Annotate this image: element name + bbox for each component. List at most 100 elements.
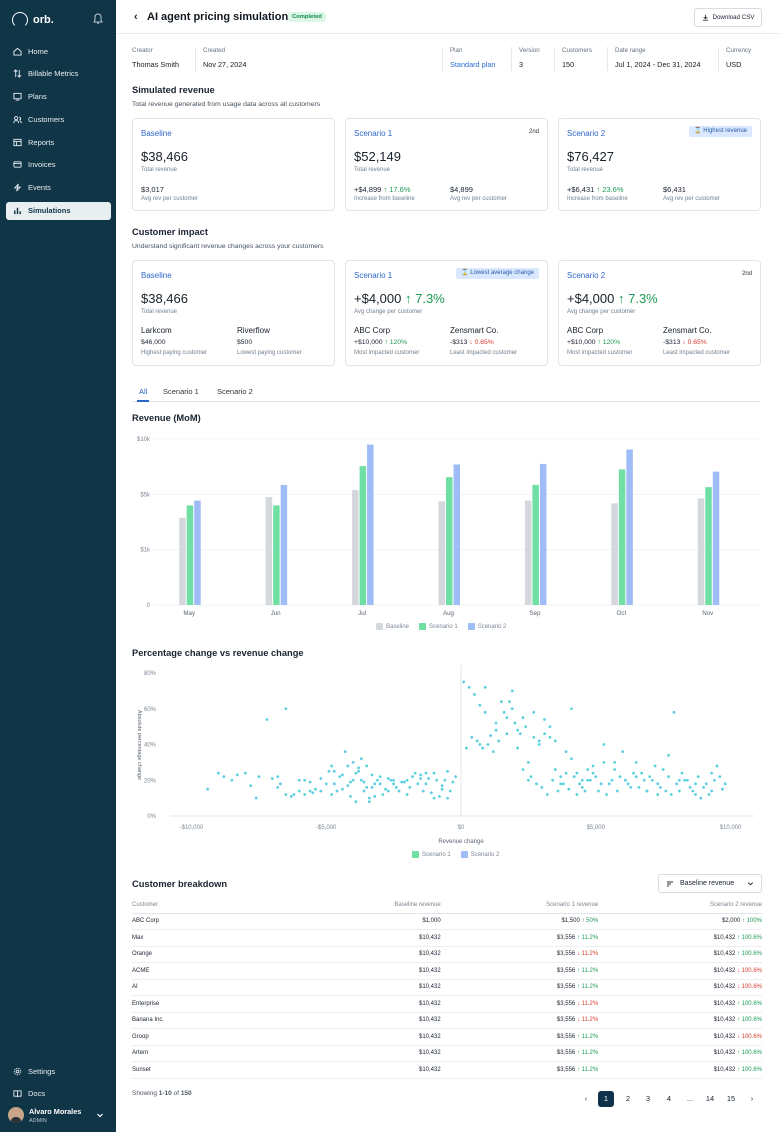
scatter-point[interactable] [553, 768, 557, 771]
scatter-point[interactable] [564, 771, 568, 775]
scatter-point[interactable] [526, 778, 530, 782]
table-row[interactable]: Orange $10,432 $3,556 ↓ 11.2% $10,432 ↑ 100… [132, 946, 762, 963]
scatter-point[interactable] [289, 794, 293, 798]
page-2[interactable]: 2 [625, 1094, 631, 1103]
scatter-point[interactable] [376, 778, 379, 782]
scatter-point[interactable] [354, 771, 358, 775]
column-header[interactable]: Baseline revenue [232, 897, 441, 914]
scatter-point[interactable] [672, 710, 676, 714]
scatter-point[interactable] [206, 787, 210, 791]
scatter-point[interactable] [467, 685, 471, 689]
scatter-point[interactable] [392, 782, 396, 786]
logo[interactable]: orb. [12, 12, 54, 28]
scatter-point[interactable] [570, 707, 573, 711]
scatter-point[interactable] [683, 778, 687, 782]
legend-item[interactable]: Scenario 1 [419, 623, 458, 630]
next-page-icon[interactable]: › [750, 1094, 754, 1103]
scatter-point[interactable] [478, 703, 482, 707]
scatter-point[interactable] [235, 773, 239, 777]
scatter-point[interactable] [343, 750, 347, 754]
scatter-point[interactable] [629, 786, 633, 789]
legend-item[interactable]: Scenario 2 [467, 623, 506, 630]
scatter-point[interactable] [365, 786, 369, 789]
scatter-point[interactable] [319, 777, 323, 780]
scatter-point[interactable] [605, 793, 608, 796]
scatter-point[interactable] [308, 780, 312, 784]
column-header[interactable]: Customer [132, 897, 233, 914]
scatter-point[interactable] [432, 771, 436, 775]
scatter-point[interactable] [575, 771, 579, 775]
scatter-point[interactable] [562, 782, 565, 786]
scatter-point[interactable] [532, 735, 536, 739]
scatter-point[interactable] [297, 778, 301, 782]
bar-scenario-1-oct[interactable] [618, 469, 626, 605]
scatter-point[interactable] [494, 728, 498, 732]
scatter-point[interactable] [637, 786, 641, 789]
scatter-point[interactable] [694, 782, 697, 786]
scatter-point[interactable] [599, 782, 603, 786]
legend-item[interactable]: Baseline [376, 623, 409, 630]
scatter-point[interactable] [613, 768, 617, 771]
scatter-point[interactable] [217, 771, 220, 775]
scatter-point[interactable] [559, 775, 563, 779]
scatter-point[interactable] [588, 778, 592, 782]
scatter-point[interactable] [559, 782, 563, 786]
scatter-point[interactable] [677, 778, 681, 782]
scatter-point[interactable] [524, 725, 528, 729]
scatter-point[interactable] [464, 746, 468, 750]
sidebar-item-billable-metrics[interactable]: Billable Metrics [6, 65, 111, 83]
tab-scenario-2[interactable]: Scenario 2 [217, 387, 253, 396]
scatter-point[interactable] [370, 786, 374, 789]
scatter-point[interactable] [634, 775, 638, 779]
scatter-point[interactable] [332, 769, 336, 773]
scatter-point[interactable] [284, 793, 288, 796]
scatter-point[interactable] [553, 739, 557, 743]
scatter-point[interactable] [656, 782, 660, 786]
scatter-point[interactable] [359, 778, 363, 782]
scatter-point[interactable] [659, 786, 662, 789]
scatter-point[interactable] [543, 718, 546, 721]
scatter-point[interactable] [667, 753, 670, 757]
scatter-point[interactable] [602, 743, 606, 746]
scatter-point[interactable] [691, 789, 695, 793]
scatter-point[interactable] [505, 732, 509, 736]
table-row[interactable]: Groop $10,432 $3,556 ↑ 11.2% $10,432 ↓ 100.… [132, 1028, 762, 1046]
scatter-point[interactable] [710, 789, 714, 793]
scatter-point[interactable] [446, 769, 449, 773]
scatter-point[interactable] [486, 743, 490, 746]
bell-icon[interactable] [92, 13, 104, 25]
scatter-point[interactable] [311, 791, 315, 795]
scatter-point[interactable] [265, 718, 269, 721]
scatter-point[interactable] [330, 793, 334, 796]
table-row[interactable]: ACME $10,432 $3,556 ↑ 11.2% $10,432 ↓ 100.6… [132, 962, 762, 980]
bar-baseline-jul[interactable] [352, 489, 359, 605]
meta-value[interactable]: Standard plan [450, 60, 496, 69]
scatter-point[interactable] [510, 707, 514, 711]
scatter-point[interactable] [688, 786, 692, 789]
bar-scenario-2-may[interactable] [194, 500, 201, 605]
scatter-point[interactable] [583, 789, 587, 793]
scatter-point[interactable] [575, 793, 579, 796]
scatter-point[interactable] [403, 780, 406, 784]
scatter-point[interactable] [497, 739, 501, 743]
bar-scenario-2-sep[interactable] [539, 463, 547, 605]
scatter-point[interactable] [349, 780, 352, 784]
scatter-point[interactable] [384, 787, 387, 791]
scatter-point[interactable] [632, 771, 635, 775]
scatter-point[interactable] [448, 789, 452, 793]
scatter-point[interactable] [297, 789, 301, 793]
bar-scenario-1-sep[interactable] [532, 484, 539, 605]
scatter-point[interactable] [613, 760, 617, 764]
scatter-point[interactable] [483, 710, 487, 714]
scatter-point[interactable] [626, 782, 630, 786]
scatter-point[interactable] [712, 778, 716, 782]
scatter-point[interactable] [661, 768, 665, 771]
sidebar-item-settings[interactable]: Settings [6, 1062, 111, 1080]
scatter-point[interactable] [370, 773, 374, 777]
sidebar-item-events[interactable]: Events [6, 179, 111, 197]
simulated-card-3[interactable]: Scenario 2 ⌛ Highest revenue $76,427 Total … [558, 118, 761, 211]
scatter-point[interactable] [473, 693, 476, 696]
scatter-point[interactable] [230, 778, 234, 782]
scatter-point[interactable] [502, 710, 506, 714]
scatter-point[interactable] [699, 796, 703, 800]
